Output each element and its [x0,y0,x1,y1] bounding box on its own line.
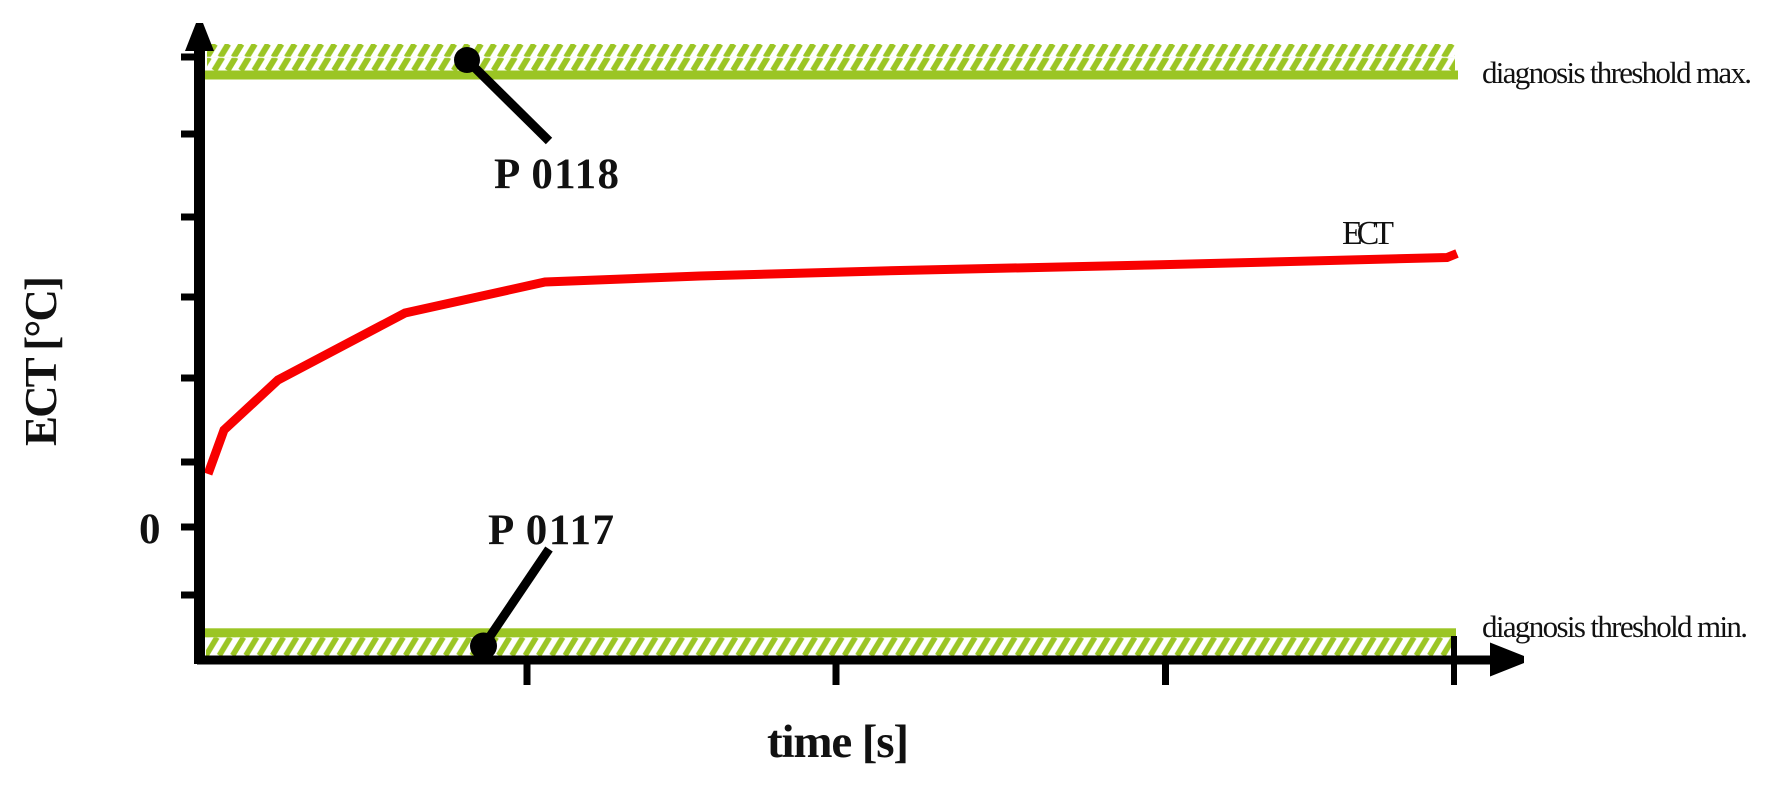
svg-text:ECT [°C]: ECT [°C] [16,276,66,446]
svg-text:P 0118: P 0118 [494,151,619,198]
svg-text:ECT: ECT [1342,215,1394,252]
svg-text:time [s]: time [s] [767,716,909,768]
svg-text:diagnosis threshold min.: diagnosis threshold min. [1482,609,1748,644]
svg-text:0: 0 [139,506,161,553]
svg-text:P 0117: P 0117 [488,507,614,554]
svg-text:diagnosis threshold max.: diagnosis threshold max. [1482,55,1752,90]
